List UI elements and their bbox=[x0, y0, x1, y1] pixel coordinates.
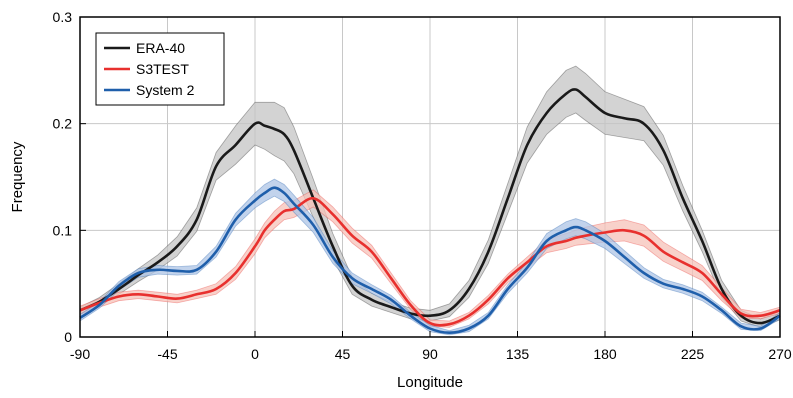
x-tick-label: 135 bbox=[506, 346, 530, 362]
axis-ticks bbox=[79, 16, 781, 338]
x-tick-label: -45 bbox=[157, 346, 177, 362]
legend-label-2: System 2 bbox=[136, 82, 195, 98]
legend: ERA-40 S3TEST System 2 bbox=[95, 32, 225, 106]
x-tick-label: 225 bbox=[681, 346, 705, 362]
y-tick-label: 0 bbox=[64, 329, 72, 345]
y-tick-label: 0.2 bbox=[53, 116, 73, 132]
x-tick-label: 0 bbox=[251, 346, 259, 362]
series-lines bbox=[79, 88, 781, 334]
legend-label-1: S3TEST bbox=[136, 61, 189, 77]
x-tick-label: 180 bbox=[593, 346, 617, 362]
x-tick-labels: -90 -45 0 45 90 135 180 225 270 bbox=[70, 346, 792, 362]
y-tick-label: 0.3 bbox=[53, 9, 73, 25]
series-line-2 bbox=[79, 186, 781, 334]
y-tick-label: 0.1 bbox=[53, 222, 73, 238]
y-tick-labels: 0 0.1 0.2 0.3 bbox=[53, 9, 73, 345]
x-axis-title: Longitude bbox=[397, 374, 463, 391]
x-tick-label: 270 bbox=[768, 346, 792, 362]
y-axis-title: Frequency bbox=[9, 141, 26, 212]
x-tick-label: 45 bbox=[335, 346, 351, 362]
x-tick-label: 90 bbox=[422, 346, 438, 362]
series-line-1 bbox=[79, 196, 781, 327]
x-tick-label: -90 bbox=[70, 346, 90, 362]
legend-label-0: ERA-40 bbox=[136, 40, 185, 56]
